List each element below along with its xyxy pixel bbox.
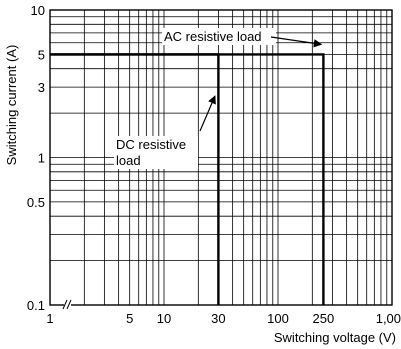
x-tick-label: 1,000	[376, 311, 401, 326]
y-tick-label: 0.5	[27, 195, 45, 210]
annotation-arrow-ac	[270, 36, 323, 48]
y-tick-label: 5	[38, 47, 45, 62]
series-line-ac	[50, 53, 325, 305]
grid	[50, 10, 392, 305]
axis-break-mark	[62, 299, 68, 310]
annotation-ac-resistive-load: AC resistive load	[164, 29, 262, 44]
y-tick-label: 3	[38, 80, 45, 95]
annotation-arrow-dc	[199, 95, 216, 132]
x-tick-label: 30	[211, 311, 225, 326]
axis-break-mark	[66, 299, 72, 310]
annotation-bg-ac	[162, 28, 276, 45]
annotation-dc-load: load	[116, 153, 141, 168]
plot-frame	[49, 9, 393, 310]
series-line-dc	[50, 53, 220, 305]
plot-border	[49, 9, 393, 306]
y-tick-label: 0.1	[27, 298, 45, 313]
x-tick-label: 10	[157, 311, 171, 326]
y-tick-label: 1	[38, 151, 45, 166]
y-axis-label: Switching current (A)	[4, 45, 19, 166]
x-axis-label: Switching voltage (V)	[274, 330, 396, 345]
x-tick-label: 1	[46, 311, 53, 326]
series-layer	[50, 53, 325, 305]
x-tick-label: 100	[267, 311, 289, 326]
tick-labels: 1 5 10 30 100 250 1,000 0.1 0.5 1 3 5 10	[27, 3, 401, 326]
axis-break-gap	[64, 300, 71, 310]
annotation-bg-dc	[114, 136, 198, 169]
x-tick-label: 250	[313, 311, 335, 326]
annotation-dc-resistive: DC resistive	[116, 137, 186, 152]
y-tick-label: 10	[31, 3, 45, 18]
x-tick-label: 5	[126, 311, 133, 326]
